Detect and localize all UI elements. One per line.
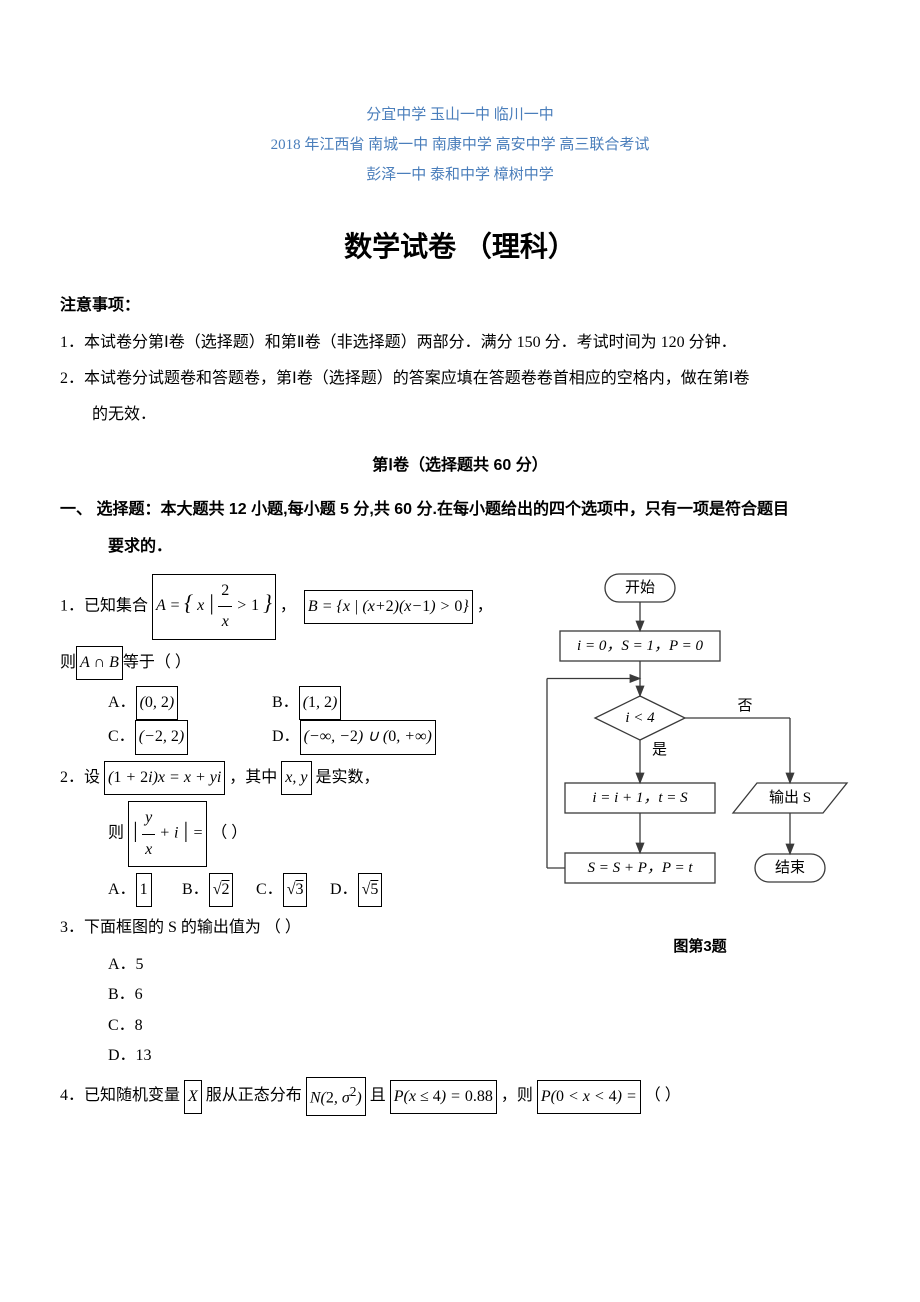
q2-expression: | yx + i | = (128, 801, 207, 867)
q1-opt-b-label: B． (272, 694, 299, 711)
q2-equation: (1 + 2i)x = x + yi (104, 761, 225, 795)
q4-mid2: 且 (370, 1087, 386, 1104)
question-2-then: 则 | yx + i | = （ ） (60, 801, 528, 867)
q1-intersection: A ∩ B (76, 646, 123, 680)
q1-opt-c: (−2, 2) (135, 720, 188, 754)
q2-opt-d: √5 (358, 873, 383, 907)
q2-mid: ，其中 (229, 769, 277, 786)
q2-opt-a: 1 (136, 873, 152, 907)
instruction-line-2: 要求的． (60, 532, 860, 562)
q2-opt-c-label: C． (256, 881, 283, 898)
svg-text:i = 0，S = 1，P = 0: i = 0，S = 1，P = 0 (577, 638, 703, 654)
svg-text:S = S + P，P = t: S = S + P，P = t (587, 860, 693, 876)
q1-set-b: B = {x | (x+2)(x−1) > 0} (304, 590, 473, 624)
q2-stem-pre: 2．设 (60, 769, 100, 786)
q2-stem-suf: 是实数， (316, 769, 380, 786)
q2-opt-a-label: A． (108, 881, 136, 898)
flowchart-caption: 图第3题 (540, 933, 860, 962)
q1-then-suf: 等于（ ） (123, 654, 191, 671)
page-title: 数学试卷 （理科） (60, 220, 860, 273)
notice-item-2b: 的无效． (60, 400, 860, 430)
notice-item-2a: 2．本试卷分试题卷和答题卷，第Ⅰ卷（选择题）的答案应填在答题卷卷首相应的空格内，… (60, 364, 860, 394)
svg-text:开始: 开始 (625, 579, 655, 596)
svg-text:否: 否 (737, 698, 752, 714)
q4-ask: P(0 < x < 4) = (537, 1080, 641, 1114)
instruction-line-1: 一、 选择题：本大题共 12 小题,每小题 5 分,共 60 分.在每小题给出的… (60, 495, 860, 525)
q1-stem-pre: 1．已知集合 (60, 597, 148, 614)
q2-xy: x, y (281, 761, 311, 795)
flowchart-svg: 开始 i = 0，S = 1，P = 0 i < 4 i = i + 1，t = S S… (540, 568, 860, 918)
notice-item-1: 1．本试卷分第Ⅰ卷（选择题）和第Ⅱ卷（非选择题）两部分．满分 150 分．考试时… (60, 328, 860, 358)
q4-suf: （ ） (645, 1087, 681, 1104)
q4-stem-pre: 4．已知随机变量 (60, 1087, 180, 1104)
q2-opt-d-label: D． (330, 881, 358, 898)
q3-opt-c: C．8 (60, 1011, 528, 1041)
q4-mid1: 服从正态分布 (206, 1087, 302, 1104)
q1-opt-d: (−∞, −2) ∪ (0, +∞) (300, 720, 436, 754)
q2-opt-b-label: B． (182, 881, 209, 898)
svg-text:输出 S: 输出 S (769, 789, 811, 806)
q4-distribution: N(2, σ2) (306, 1077, 366, 1116)
q4-x: X (184, 1080, 202, 1114)
q1-opt-a-label: A． (108, 694, 136, 711)
q3-opt-a: A．5 (60, 950, 528, 980)
header-schools-2: 2018 年江西省 南城一中 南康中学 高安中学 高三联合考试 (60, 130, 860, 160)
q2-then-pre: 则 (108, 825, 124, 842)
header-schools-3: 彭泽一中 泰和中学 樟树中学 (60, 160, 860, 190)
q2-opt-c: √3 (283, 873, 308, 907)
q3-opt-b: B．6 (60, 980, 528, 1010)
q1-comma: ， (280, 597, 296, 614)
question-1-stem: 1．已知集合 A = { x | 2x > 1 } ， B = {x | (x+… (60, 574, 528, 640)
q1-opt-c-label: C． (108, 728, 135, 745)
q1-trail: ， (477, 597, 493, 614)
question-2-options: A．1 B．√2 C．√3 D．√5 (60, 873, 528, 907)
q2-opt-b: √2 (209, 873, 234, 907)
q1-opt-a: (0, 2) (136, 686, 179, 720)
q1-set-a: A = { x | 2x > 1 } (152, 574, 276, 640)
svg-text:i < 4: i < 4 (625, 710, 655, 726)
header-schools-1: 分宜中学 玉山一中 临川一中 (60, 100, 860, 130)
question-1-then: 则A ∩ B等于（ ） (60, 646, 528, 680)
question-1-options-row-1: A．(0, 2) B．(1, 2) (60, 686, 528, 720)
svg-text:是: 是 (652, 742, 667, 758)
q1-then-pre: 则 (60, 654, 76, 671)
svg-text:i = i + 1，t = S: i = i + 1，t = S (592, 790, 688, 806)
q4-condition: P(x ≤ 4) = 0.88 (390, 1080, 497, 1114)
question-3-stem: 3．下面框图的 S 的输出值为 （ ） (60, 913, 528, 943)
notice-heading: 注意事项： (60, 291, 860, 321)
q3-opt-d: D．13 (60, 1041, 528, 1071)
question-2-stem: 2．设 (1 + 2i)x = x + yi ，其中 x, y 是实数， (60, 761, 528, 795)
q1-opt-d-label: D． (272, 728, 300, 745)
question-4-stem: 4．已知随机变量 X 服从正态分布 N(2, σ2) 且 P(x ≤ 4) = … (60, 1077, 860, 1116)
q4-mid3: ，则 (501, 1087, 533, 1104)
q1-opt-b: (1, 2) (299, 686, 342, 720)
section-1-title: 第Ⅰ卷（选择题共 60 分） (60, 451, 860, 481)
q2-then-suf: （ ） (211, 825, 247, 842)
svg-text:结束: 结束 (775, 859, 805, 876)
flowchart-container: 开始 i = 0，S = 1，P = 0 i < 4 i = i + 1，t = S S… (540, 568, 860, 962)
question-1-options-row-2: C．(−2, 2) D．(−∞, −2) ∪ (0, +∞) (60, 720, 528, 754)
